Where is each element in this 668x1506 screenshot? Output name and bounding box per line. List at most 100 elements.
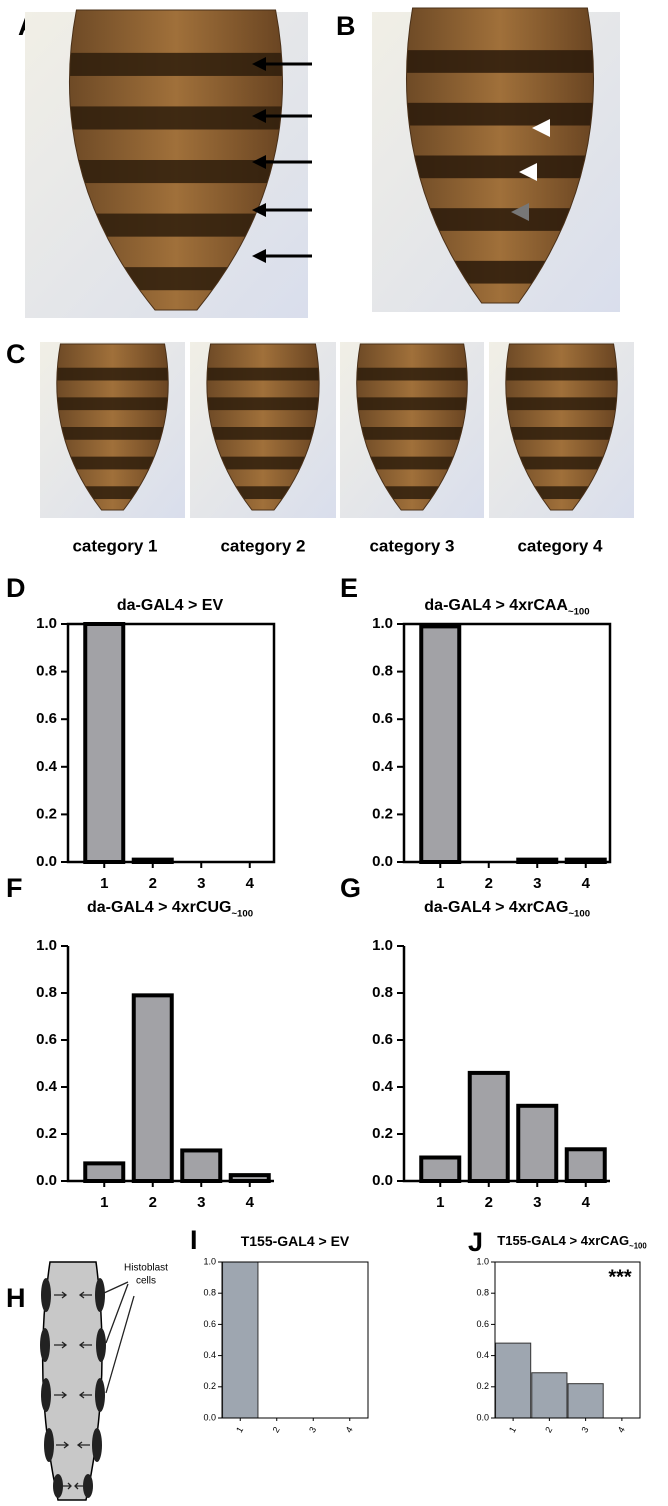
photo: [25, 9, 308, 318]
abdomen-outline: [206, 343, 320, 511]
bar: [564, 1147, 607, 1184]
stripe: [206, 456, 320, 470]
x-tick-label: 3: [533, 875, 541, 892]
photo: [489, 342, 634, 518]
y-tick-label: 0.6: [36, 710, 57, 727]
y-tick-label: 0.8: [372, 984, 393, 1001]
stripe: [406, 208, 594, 231]
diagram-label: Histoblast: [124, 1263, 168, 1274]
bar: [83, 622, 126, 864]
bar: [567, 1383, 604, 1419]
y-tick-label: 0.4: [476, 1350, 489, 1360]
y-tick-label: 1.0: [372, 615, 393, 632]
y-tick-label: 1.0: [36, 615, 57, 632]
panel-label: G: [340, 873, 361, 903]
diagram-label: cells: [136, 1276, 156, 1287]
x-tick-label: 2: [543, 1425, 554, 1434]
photo: [340, 342, 484, 518]
arrowhead-marker: [532, 119, 550, 137]
y-tick-label: 0.2: [36, 1125, 57, 1142]
x-tick-label: 1: [436, 1194, 444, 1211]
arrow-head: [252, 203, 266, 217]
category-caption: category 1: [72, 536, 157, 555]
chart-title: da-GAL4 > 4xrCUG~100: [87, 899, 253, 919]
y-tick-label: 0.2: [203, 1381, 216, 1391]
x-tick-label: 1: [507, 1425, 518, 1434]
arrow-head: [252, 57, 266, 71]
stripe: [69, 52, 283, 76]
panel-label: D: [6, 573, 26, 603]
stripe: [505, 367, 618, 381]
chart-title-text: da-GAL4 > 4xrCAG: [424, 899, 568, 916]
y-tick-label: 1.0: [36, 937, 57, 954]
x-tick-label: 2: [149, 1194, 157, 1211]
arrow-head: [252, 155, 266, 169]
arrowhead-marker: [511, 203, 529, 221]
bar: [419, 1155, 462, 1183]
panel-label: H: [6, 1283, 26, 1313]
chart-title-subscript: ~100: [231, 908, 253, 919]
stripe: [69, 160, 283, 184]
chart: Dda-GAL4 > EV 0.0 0.2 0.4 0.6 0.8 1.0 1 2 3 4: [6, 573, 276, 892]
x-tick-label: 3: [533, 1194, 541, 1211]
panel-label: C: [6, 339, 26, 369]
y-tick-label: 0.4: [203, 1350, 216, 1360]
bar: [131, 993, 174, 1183]
y-tick-label: 0.6: [203, 1319, 216, 1329]
x-tick-label: 1: [100, 875, 108, 892]
chart-title: da-GAL4 > EV: [117, 597, 224, 614]
x-tick-label: 4: [246, 875, 255, 892]
stripe: [406, 155, 594, 179]
chart-title-subscript: ~100: [568, 908, 590, 919]
chart-title: T155-GAL4 > 4xrCAG~100: [497, 1233, 647, 1250]
chart: Fda-GAL4 > 4xrCUG~100 0.0 0.2 0.4 0.6 0.8 1.0 1…: [6, 873, 274, 1211]
y-tick-label: 0.8: [203, 1288, 216, 1298]
bar: [83, 1161, 126, 1183]
stripe: [406, 50, 594, 73]
chart-title-subscript: ~100: [629, 1242, 647, 1251]
y-tick-label: 0.0: [476, 1412, 489, 1422]
x-tick-label: 2: [485, 1194, 493, 1211]
stripe: [206, 427, 320, 440]
chart-title-text: da-GAL4 > 4xrCAA: [424, 597, 568, 614]
plot-frame: [402, 622, 612, 864]
category-caption: category 2: [220, 536, 305, 555]
y-tick-label: 0.0: [36, 1172, 57, 1189]
y-tick-label: 0.6: [372, 710, 393, 727]
y-tick-label: 0.2: [372, 805, 393, 822]
photo: [190, 342, 336, 518]
stripe: [69, 106, 283, 130]
y-tick-label: 0.6: [372, 1031, 393, 1048]
plot-frame: [494, 1261, 641, 1419]
x-tick-label: 2: [485, 875, 493, 892]
chart-title-text: da-GAL4 > 4xrCUG: [87, 899, 231, 916]
y-tick-label: 0.2: [36, 805, 57, 822]
abdomen-outline: [505, 343, 618, 511]
bar: [495, 1342, 532, 1419]
y-tick-label: 1.0: [476, 1256, 489, 1266]
stripe: [356, 427, 468, 440]
category-caption: category 3: [369, 536, 454, 555]
histoblast-diagram: [40, 1261, 135, 1501]
stripes: [406, 50, 594, 284]
arrowhead-marker: [519, 163, 537, 181]
x-tick-label: 4: [582, 1194, 591, 1211]
x-tick-label: 1: [436, 875, 444, 892]
stripe: [406, 102, 594, 126]
x-tick-label: 4: [616, 1425, 627, 1434]
x-tick-label: 1: [234, 1425, 245, 1434]
chart-title-text: da-GAL4 > EV: [117, 597, 224, 614]
abdomen-outline: [56, 343, 169, 511]
arrow-head: [252, 249, 266, 263]
chart: Eda-GAL4 > 4xrCAA~100 0.0 0.2 0.4 0.6 0.8 1.0 1…: [340, 573, 612, 892]
stripe: [356, 397, 468, 411]
x-tick-label: 4: [344, 1425, 355, 1434]
chart-title-text: T155-GAL4 > 4xrCAG: [497, 1233, 629, 1248]
bar: [180, 1148, 223, 1183]
y-tick-label: 0.0: [203, 1412, 216, 1422]
stripes: [56, 367, 169, 500]
y-tick-label: 0.4: [372, 1078, 394, 1095]
y-tick-label: 0.0: [372, 853, 393, 870]
axes: [402, 946, 610, 1183]
